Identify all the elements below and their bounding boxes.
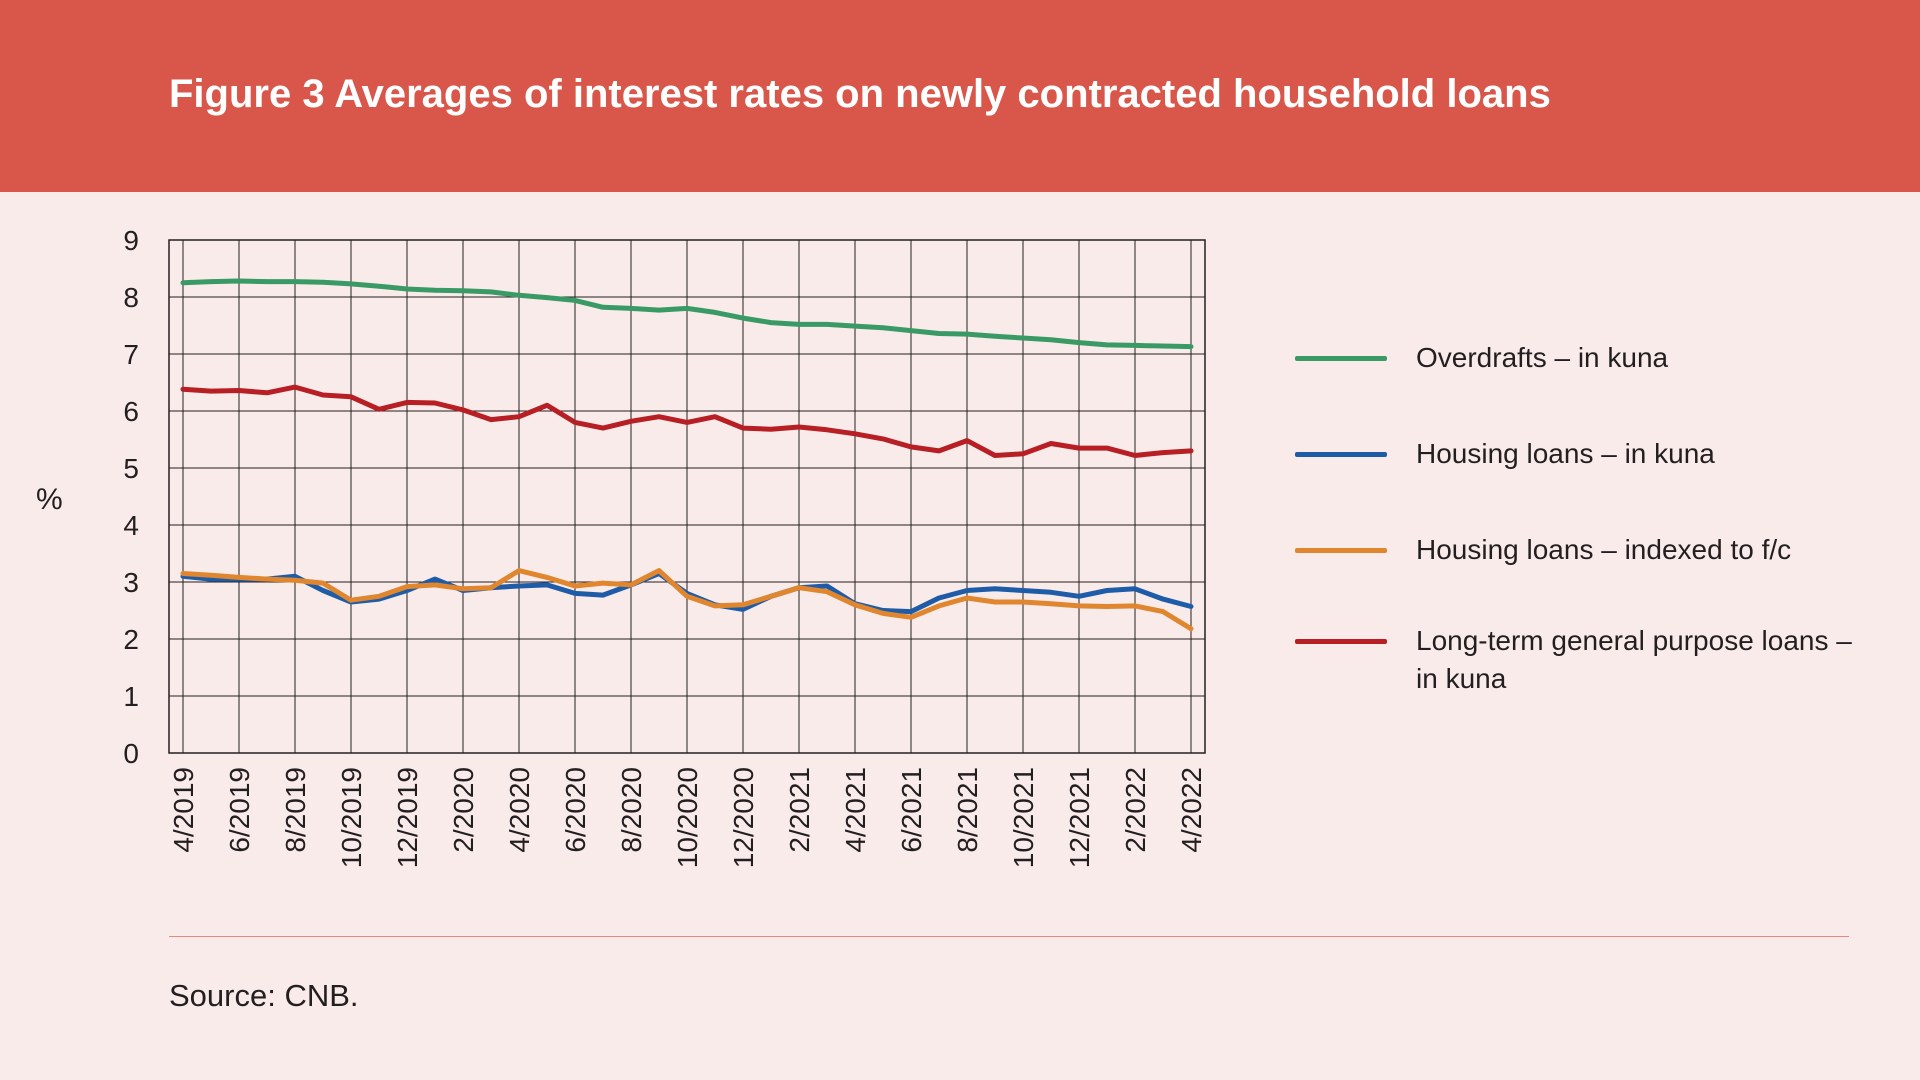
- y-axis-ticks: 0 1 2 3 4 5 6 7 8 9: [123, 225, 139, 769]
- x-tick-label: 4/2021: [840, 767, 871, 853]
- plot-frame: [168, 239, 1206, 754]
- x-tick-label: 4/2020: [504, 767, 535, 853]
- y-tick-label: 4: [123, 510, 139, 541]
- legend-item: Housing loans – indexed to f/c: [1295, 531, 1876, 569]
- chart-series: [180, 278, 1194, 632]
- x-tick-label: 4/2022: [1176, 767, 1207, 853]
- x-tick-label: 6/2020: [560, 767, 591, 853]
- chart-grid: [169, 239, 1205, 754]
- x-axis-ticks: 4/2019 6/2019 8/2019 10/2019 12/2019 2/2020 4/…: [168, 767, 1207, 868]
- legend-item: Overdrafts – in kuna: [1295, 339, 1876, 377]
- x-tick-label: 8/2019: [280, 767, 311, 853]
- y-tick-label: 9: [123, 225, 139, 256]
- y-tick-label: 1: [123, 681, 139, 712]
- y-axis-label: %: [36, 483, 63, 516]
- x-tick-label: 2/2022: [1120, 767, 1151, 853]
- x-tick-label: 8/2021: [952, 767, 983, 853]
- y-tick-label: 3: [123, 567, 139, 598]
- figure-title: Figure 3 Averages of interest rates on n…: [169, 72, 1551, 116]
- legend-label: Overdrafts – in kuna: [1416, 342, 1669, 373]
- x-tick-label: 6/2019: [224, 767, 255, 853]
- x-tick-label: 8/2020: [616, 767, 647, 853]
- x-tick-label: 12/2020: [728, 767, 759, 868]
- series-line-3: [180, 568, 1194, 632]
- x-tick-label: 2/2020: [448, 767, 479, 853]
- x-tick-label: 12/2021: [1064, 767, 1095, 868]
- x-tick-label: 6/2021: [896, 767, 927, 853]
- series-line-1: [180, 278, 1194, 350]
- series-line-4: [180, 384, 1194, 458]
- x-tick-label: 12/2019: [392, 767, 423, 868]
- legend-label: Long-term general purpose loans – in kun…: [1416, 625, 1852, 694]
- legend-item: Long-term general purpose loans – in kun…: [1295, 622, 1876, 698]
- legend-swatch: [1295, 639, 1387, 644]
- y-tick-label: 2: [123, 624, 139, 655]
- title-banner: Figure 3 Averages of interest rates on n…: [0, 0, 1920, 192]
- legend-swatch: [1295, 548, 1387, 553]
- legend-label: Housing loans – indexed to f/c: [1416, 534, 1792, 565]
- x-tick-label: 10/2020: [672, 767, 703, 868]
- x-tick-label: 4/2019: [168, 767, 199, 853]
- y-tick-label: 0: [123, 738, 139, 769]
- y-tick-label: 7: [123, 339, 139, 370]
- x-tick-label: 10/2019: [336, 767, 367, 868]
- divider-line: [169, 936, 1849, 937]
- legend-swatch: [1295, 356, 1387, 361]
- x-tick-label: 2/2021: [784, 767, 815, 853]
- source-note: Source: CNB.: [169, 978, 359, 1013]
- y-tick-label: 5: [123, 453, 139, 484]
- legend-item: Housing loans – in kuna: [1295, 435, 1876, 473]
- y-tick-label: 6: [123, 396, 139, 427]
- legend-swatch: [1295, 452, 1387, 457]
- x-tick-label: 10/2021: [1008, 767, 1039, 868]
- legend-label: Housing loans – in kuna: [1416, 438, 1715, 469]
- y-tick-label: 8: [123, 282, 139, 313]
